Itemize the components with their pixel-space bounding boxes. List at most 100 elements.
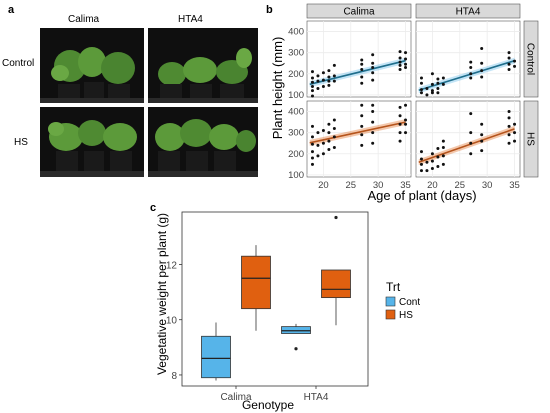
data-point-hs-hta4-28 [507,110,511,114]
facet-strip-label-hta4: HTA4 [456,7,481,18]
data-point-hs-calima-1 [310,156,314,160]
outlier-control-hta4-0 [294,347,298,351]
data-point-control-calima-29 [398,68,402,72]
data-point-control-calima-8 [316,74,320,78]
data-point-control-calima-18 [332,63,336,67]
data-point-hs-calima-32 [398,122,402,126]
facet-strip-label-calima: Calima [343,7,375,18]
data-point-control-hta4-11 [436,87,440,91]
data-point-control-calima-36 [404,57,408,61]
data-point-control-hta4-19 [469,60,473,64]
data-point-hs-calima-13 [327,139,331,143]
data-point-control-hta4-3 [419,76,423,80]
x-axis-label-genotype: Genotype [242,398,294,412]
data-point-control-calima-19 [360,81,364,85]
data-point-hs-calima-7 [316,143,320,147]
outlier-hs-hta4-0 [334,215,338,220]
photo-col-label-calima: Calima [68,14,100,25]
data-point-hs-calima-19 [332,118,336,122]
data-point-hs-calima-36 [404,122,408,126]
data-point-hs-calima-4 [310,135,314,139]
data-point-control-hta4-23 [480,46,484,50]
data-point-control-hta4-24 [507,68,511,72]
legend-label-control: Control [399,297,420,308]
data-point-hs-hta4-10 [436,155,440,159]
panel-a-letter: a [8,4,15,16]
data-point-control-calima-1 [310,89,314,93]
y-axis-label-height: Plant height (mm) [270,37,285,140]
legend-swatch-control [385,296,396,307]
data-point-hs-calima-16 [332,145,336,149]
data-point-control-hta4-17 [469,72,473,76]
data-point-control-hta4-14 [441,82,445,86]
data-point-control-hta4-25 [507,62,511,66]
y-tick-label-300-hs: 300 [288,128,304,139]
data-point-control-hta4-4 [425,93,429,97]
data-point-hs-calima-24 [360,103,364,107]
data-point-hs-hta4-7 [430,159,434,163]
x-tick-label-30-calima: 30 [373,180,384,191]
data-point-hs-calima-3 [310,142,314,146]
data-point-hs-hta4-12 [441,162,445,166]
data-point-hs-calima-38 [404,103,408,107]
data-point-hs-calima-15 [327,122,331,126]
data-point-control-hta4-7 [430,89,434,93]
data-point-control-hta4-22 [480,61,484,65]
data-point-control-hta4-20 [480,75,484,79]
photo-row-label-control: Control [2,58,35,69]
data-point-hs-hta4-30 [513,131,517,135]
data-point-control-calima-12 [327,83,331,87]
data-point-control-calima-25 [371,71,375,75]
data-point-hs-hta4-18 [469,131,473,135]
data-point-hs-calima-34 [398,105,402,109]
fit-line-hs-calima [309,121,406,144]
data-point-hs-calima-2 [310,150,314,154]
panel-b-letter: b [266,4,273,16]
data-point-control-calima-6 [316,87,320,91]
facet-strip-calima [306,3,412,19]
data-point-control-hta4-2 [419,81,423,85]
data-point-control-hta4-6 [430,91,434,95]
box-control-calima [201,335,231,379]
data-point-control-calima-32 [398,56,402,60]
data-point-control-hta4-1 [419,88,423,92]
facet-strip-hs [523,100,539,178]
data-point-hs-hta4-6 [430,167,434,171]
data-point-control-calima-13 [327,79,331,83]
x-tick-label-hta4: HTA4 [304,392,329,403]
data-point-hs-calima-25 [371,141,375,145]
facet-strip-hta4 [415,3,521,19]
data-point-control-hta4-0 [419,91,423,95]
data-point-control-calima-15 [327,69,331,73]
data-point-hs-calima-10 [321,141,325,145]
data-point-hs-hta4-21 [480,139,484,143]
data-point-control-hta4-8 [430,82,434,86]
plant-height-chart: Plant height (mm) Age of plant (days) Ca… [270,3,539,203]
data-point-hs-hta4-16 [469,152,473,156]
x-tick-label-30-hta4: 30 [482,180,493,191]
data-point-hs-hta4-23 [480,122,484,126]
data-point-control-hta4-29 [513,59,517,63]
y-tick-label-100-hs: 100 [288,170,304,181]
legend-title: Trt [386,280,401,294]
data-point-hs-calima-8 [316,131,320,135]
data-point-hs-hta4-17 [469,141,473,145]
x-tick-label-20-hta4: 20 [427,180,438,191]
data-point-control-calima-2 [310,84,314,88]
data-point-control-hta4-5 [425,87,429,91]
box-hs-calima [241,255,271,310]
data-point-control-hta4-26 [507,56,511,60]
data-point-control-calima-28 [371,53,375,57]
photo-row-label-hs: HS [14,137,28,148]
data-point-control-calima-7 [316,79,320,83]
box-control-hta4 [281,326,311,334]
legend-label-hs: HS [399,310,413,321]
photo-calima-hs [40,107,144,177]
data-point-hs-calima-18 [332,126,336,130]
photo-hta4-control [148,28,258,103]
x-axis-label-age: Age of plant (days) [367,188,476,203]
data-point-hs-calima-11 [321,129,325,133]
data-point-control-hta4-21 [480,69,484,73]
data-point-hs-hta4-0 [419,169,423,173]
data-point-hs-calima-17 [332,135,336,139]
